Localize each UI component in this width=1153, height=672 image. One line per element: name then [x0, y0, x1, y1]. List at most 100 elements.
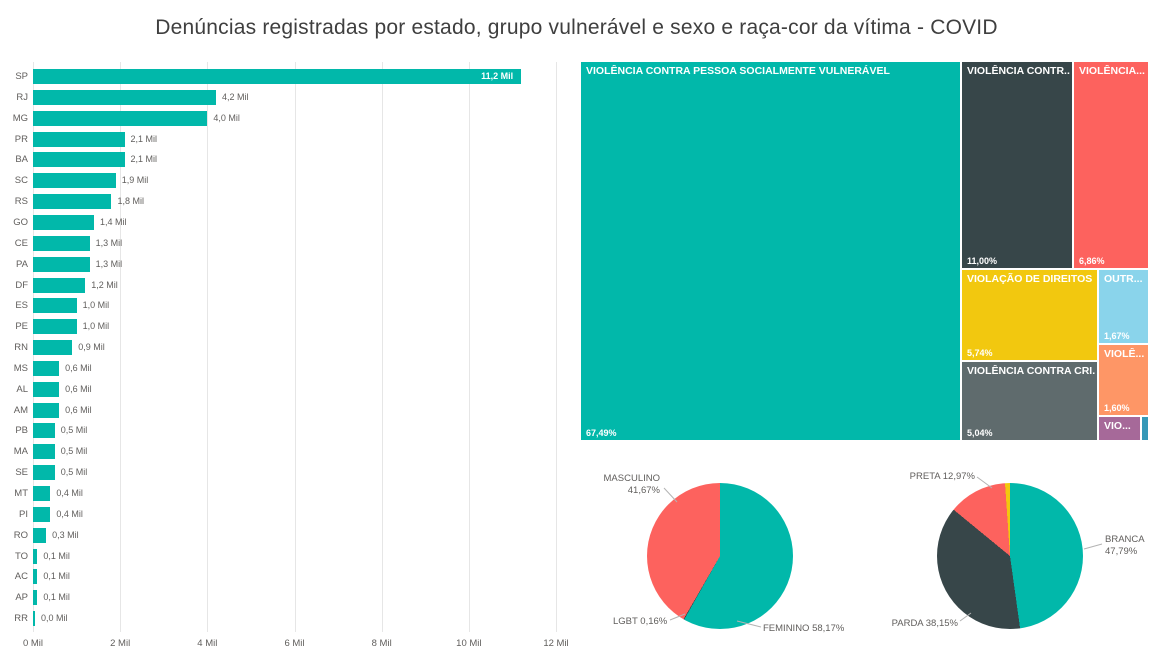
bar[interactable] [33, 298, 77, 314]
bar-value-label: 0,0 Mil [41, 613, 68, 624]
bar[interactable] [33, 590, 38, 606]
bar[interactable] [33, 89, 217, 105]
bar-value-label: 0,5 Mil [60, 446, 88, 457]
callout-feminino: FEMININO 58,17% [763, 623, 844, 635]
bar[interactable] [33, 486, 51, 501]
x-axis-tick-label: 2 Mil [110, 638, 131, 649]
bar[interactable] [33, 194, 112, 210]
bar[interactable] [33, 360, 60, 376]
bar-category-label: RJ [16, 91, 28, 103]
page-title: Denúncias registradas por estado, grupo … [155, 16, 998, 39]
bar-category-label: PR [14, 133, 28, 145]
treemap-node[interactable]: OUTR... 1,67% [1099, 270, 1148, 343]
bar-category-label: SE [15, 467, 28, 479]
treemap-node[interactable]: VIO... [1099, 417, 1140, 440]
treemap-node-percentage: 1,60% [1104, 403, 1130, 413]
bar[interactable] [33, 402, 60, 418]
bar-value-label: 1,2 Mil [91, 279, 118, 290]
bar[interactable] [33, 152, 125, 168]
treemap-node-label: VIOLÊNCIA... [1079, 65, 1145, 77]
treemap-node[interactable]: VIOLAÇÃO DE DIREITOS ... 5,74% [962, 270, 1097, 360]
callout-masculino-label: MASCULINO [603, 473, 660, 484]
x-axis-tick-label: 0 Mil [22, 638, 44, 649]
bar-category-label: AC [14, 571, 28, 583]
treemap-node-label: VIOLAÇÃO DE DIREITOS ... [967, 273, 1095, 285]
bar-category-label: PB [15, 425, 28, 437]
bar-value-label: 0,1 Mil [43, 592, 70, 603]
bar[interactable] [33, 214, 95, 230]
bar-category-label: CE [14, 237, 28, 249]
bar-value-label: 0,5 Mil [60, 425, 88, 436]
callout-masculino-pct: 41,67% [627, 485, 660, 496]
pie-raca-cor[interactable] [937, 483, 1083, 629]
bar[interactable] [33, 423, 55, 439]
callout-preta: PRETA 12,97% [910, 471, 975, 483]
bar-category-label: AM [13, 404, 28, 416]
bar[interactable] [33, 611, 35, 627]
callout-lgbt: LGBT 0,16% [613, 616, 667, 628]
bar-category-label: DF [15, 279, 28, 291]
bar-value-label: 0,5 Mil [60, 467, 88, 478]
bar[interactable] [33, 277, 86, 293]
bar[interactable] [33, 465, 55, 481]
callout-preta-label: PRETA [909, 471, 941, 482]
bar-value-label: 0,6 Mil [65, 383, 92, 394]
callout-lgbt-pct: 0,16% [640, 616, 668, 627]
treemap-node[interactable]: VIOLÊNCIA CONTRA CRI... 5,04% [962, 362, 1097, 440]
bar[interactable] [33, 444, 55, 460]
bar[interactable] [33, 569, 38, 585]
bar[interactable] [33, 131, 125, 147]
callout-parda-pct: 38,15% [925, 618, 958, 629]
bar-category-label: MA [13, 446, 28, 458]
callout-branca-label: BRANCA [1105, 534, 1145, 545]
bar-category-label: RS [14, 196, 28, 208]
bar[interactable] [33, 256, 90, 272]
bar-value-label: 0,6 Mil [65, 362, 92, 373]
bar-category-label: BA [15, 154, 28, 166]
gridline [207, 62, 209, 632]
bar[interactable] [33, 381, 60, 397]
bar-category-label: ES [15, 300, 28, 312]
treemap-node[interactable] [1142, 417, 1148, 440]
callout-masculino: MASCULINO 41,67% [604, 473, 660, 497]
treemap-node-percentage: 67,49% [586, 428, 617, 438]
bar-value-label: 2,1 Mil [130, 133, 158, 144]
bar[interactable] [33, 110, 208, 126]
treemap-node-percentage: 6,86% [1079, 256, 1105, 266]
bar[interactable] [33, 527, 47, 543]
x-axis-tick-label: 12 Mil [543, 638, 569, 649]
x-axis-tick-label: 4 Mil [197, 638, 218, 649]
bar[interactable] [33, 548, 38, 564]
bar-value-label: 0,4 Mil [56, 508, 83, 519]
bar[interactable] [33, 69, 522, 84]
gridline [294, 62, 296, 632]
bar-value-label: 11,2 Mil [481, 71, 514, 81]
treemap-node-label: VIOLÊNCIA CONTRA CRI... [967, 365, 1095, 377]
treemap-node-label: OUTR... [1104, 273, 1143, 285]
treemap-node-percentage: 5,04% [967, 428, 993, 438]
bar-value-label: 0,6 Mil [65, 404, 92, 415]
bar-category-label: MG [12, 112, 28, 124]
bar[interactable] [33, 235, 90, 251]
callout-parda-label: PARDA [891, 618, 924, 629]
treemap-node[interactable]: VIOLÊNCIA CONTR... 11,00% [962, 62, 1072, 268]
bar-category-label: PI [19, 508, 28, 520]
treemap-node[interactable]: VIOLÊNCIA CONTRA PESSOA SOCIALMENTE VULN… [581, 62, 960, 440]
x-axis-tick-label: 6 Mil [284, 638, 305, 649]
bar[interactable] [33, 319, 77, 335]
callout-preta-pct: 12,97% [942, 471, 975, 482]
bar-category-label: GO [13, 216, 28, 228]
bar-category-label: RN [14, 342, 28, 354]
bar-value-label: 1,0 Mil [82, 300, 110, 311]
treemap-node[interactable]: VIOLÊ... 1,60% [1099, 345, 1148, 415]
bar-value-label: 0,3 Mil [52, 529, 79, 540]
treemap-node-label: VIOLÊNCIA CONTR... [967, 65, 1070, 77]
bar[interactable] [33, 173, 116, 189]
bar-value-label: 4,2 Mil [222, 91, 249, 102]
bar-category-label: PA [16, 258, 28, 270]
bar-value-label: 1,0 Mil [82, 321, 110, 332]
treemap-node[interactable]: VIOLÊNCIA... 6,86% [1074, 62, 1148, 268]
bar[interactable] [33, 340, 73, 356]
pie-sexo[interactable] [647, 483, 793, 629]
bar[interactable] [33, 506, 51, 522]
